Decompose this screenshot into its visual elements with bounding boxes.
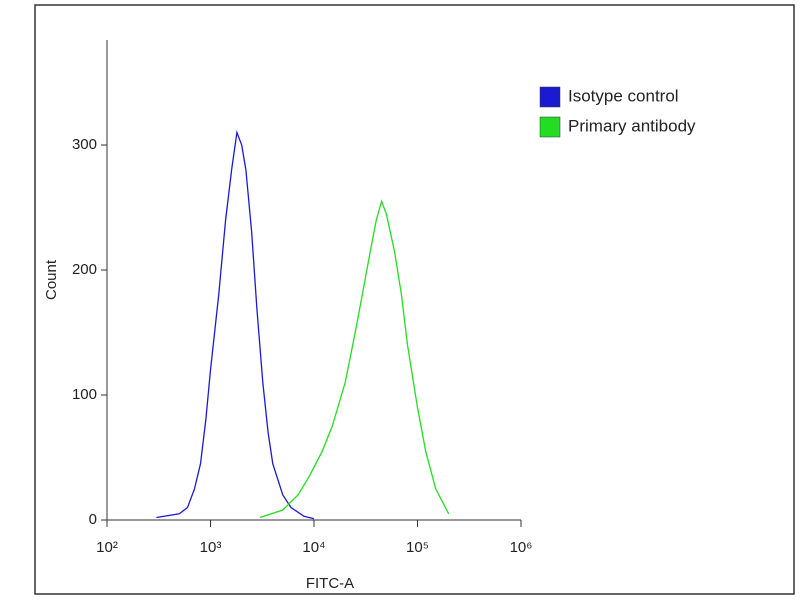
series-line <box>156 129 315 520</box>
legend-label: Isotype control <box>568 86 679 105</box>
y-tick-label: 200 <box>72 261 97 278</box>
legend-label: Primary antibody <box>568 116 696 135</box>
x-tick-label: 10³ <box>200 539 222 556</box>
legend-swatch <box>539 86 561 108</box>
x-tick-label: 10⁵ <box>406 539 429 556</box>
x-axis-label: FITC-A <box>306 575 354 592</box>
y-tick-label: 100 <box>72 386 97 403</box>
y-axis-label: Count <box>43 259 60 300</box>
x-tick-label: 10² <box>96 539 118 556</box>
legend-swatch <box>539 116 561 138</box>
x-tick-label: 10⁶ <box>510 539 533 556</box>
y-tick-label: 300 <box>72 136 97 153</box>
frame <box>34 4 795 595</box>
x-tick-label: 10⁴ <box>302 539 325 556</box>
series-line <box>259 199 450 519</box>
y-tick-label: 0 <box>89 511 97 528</box>
